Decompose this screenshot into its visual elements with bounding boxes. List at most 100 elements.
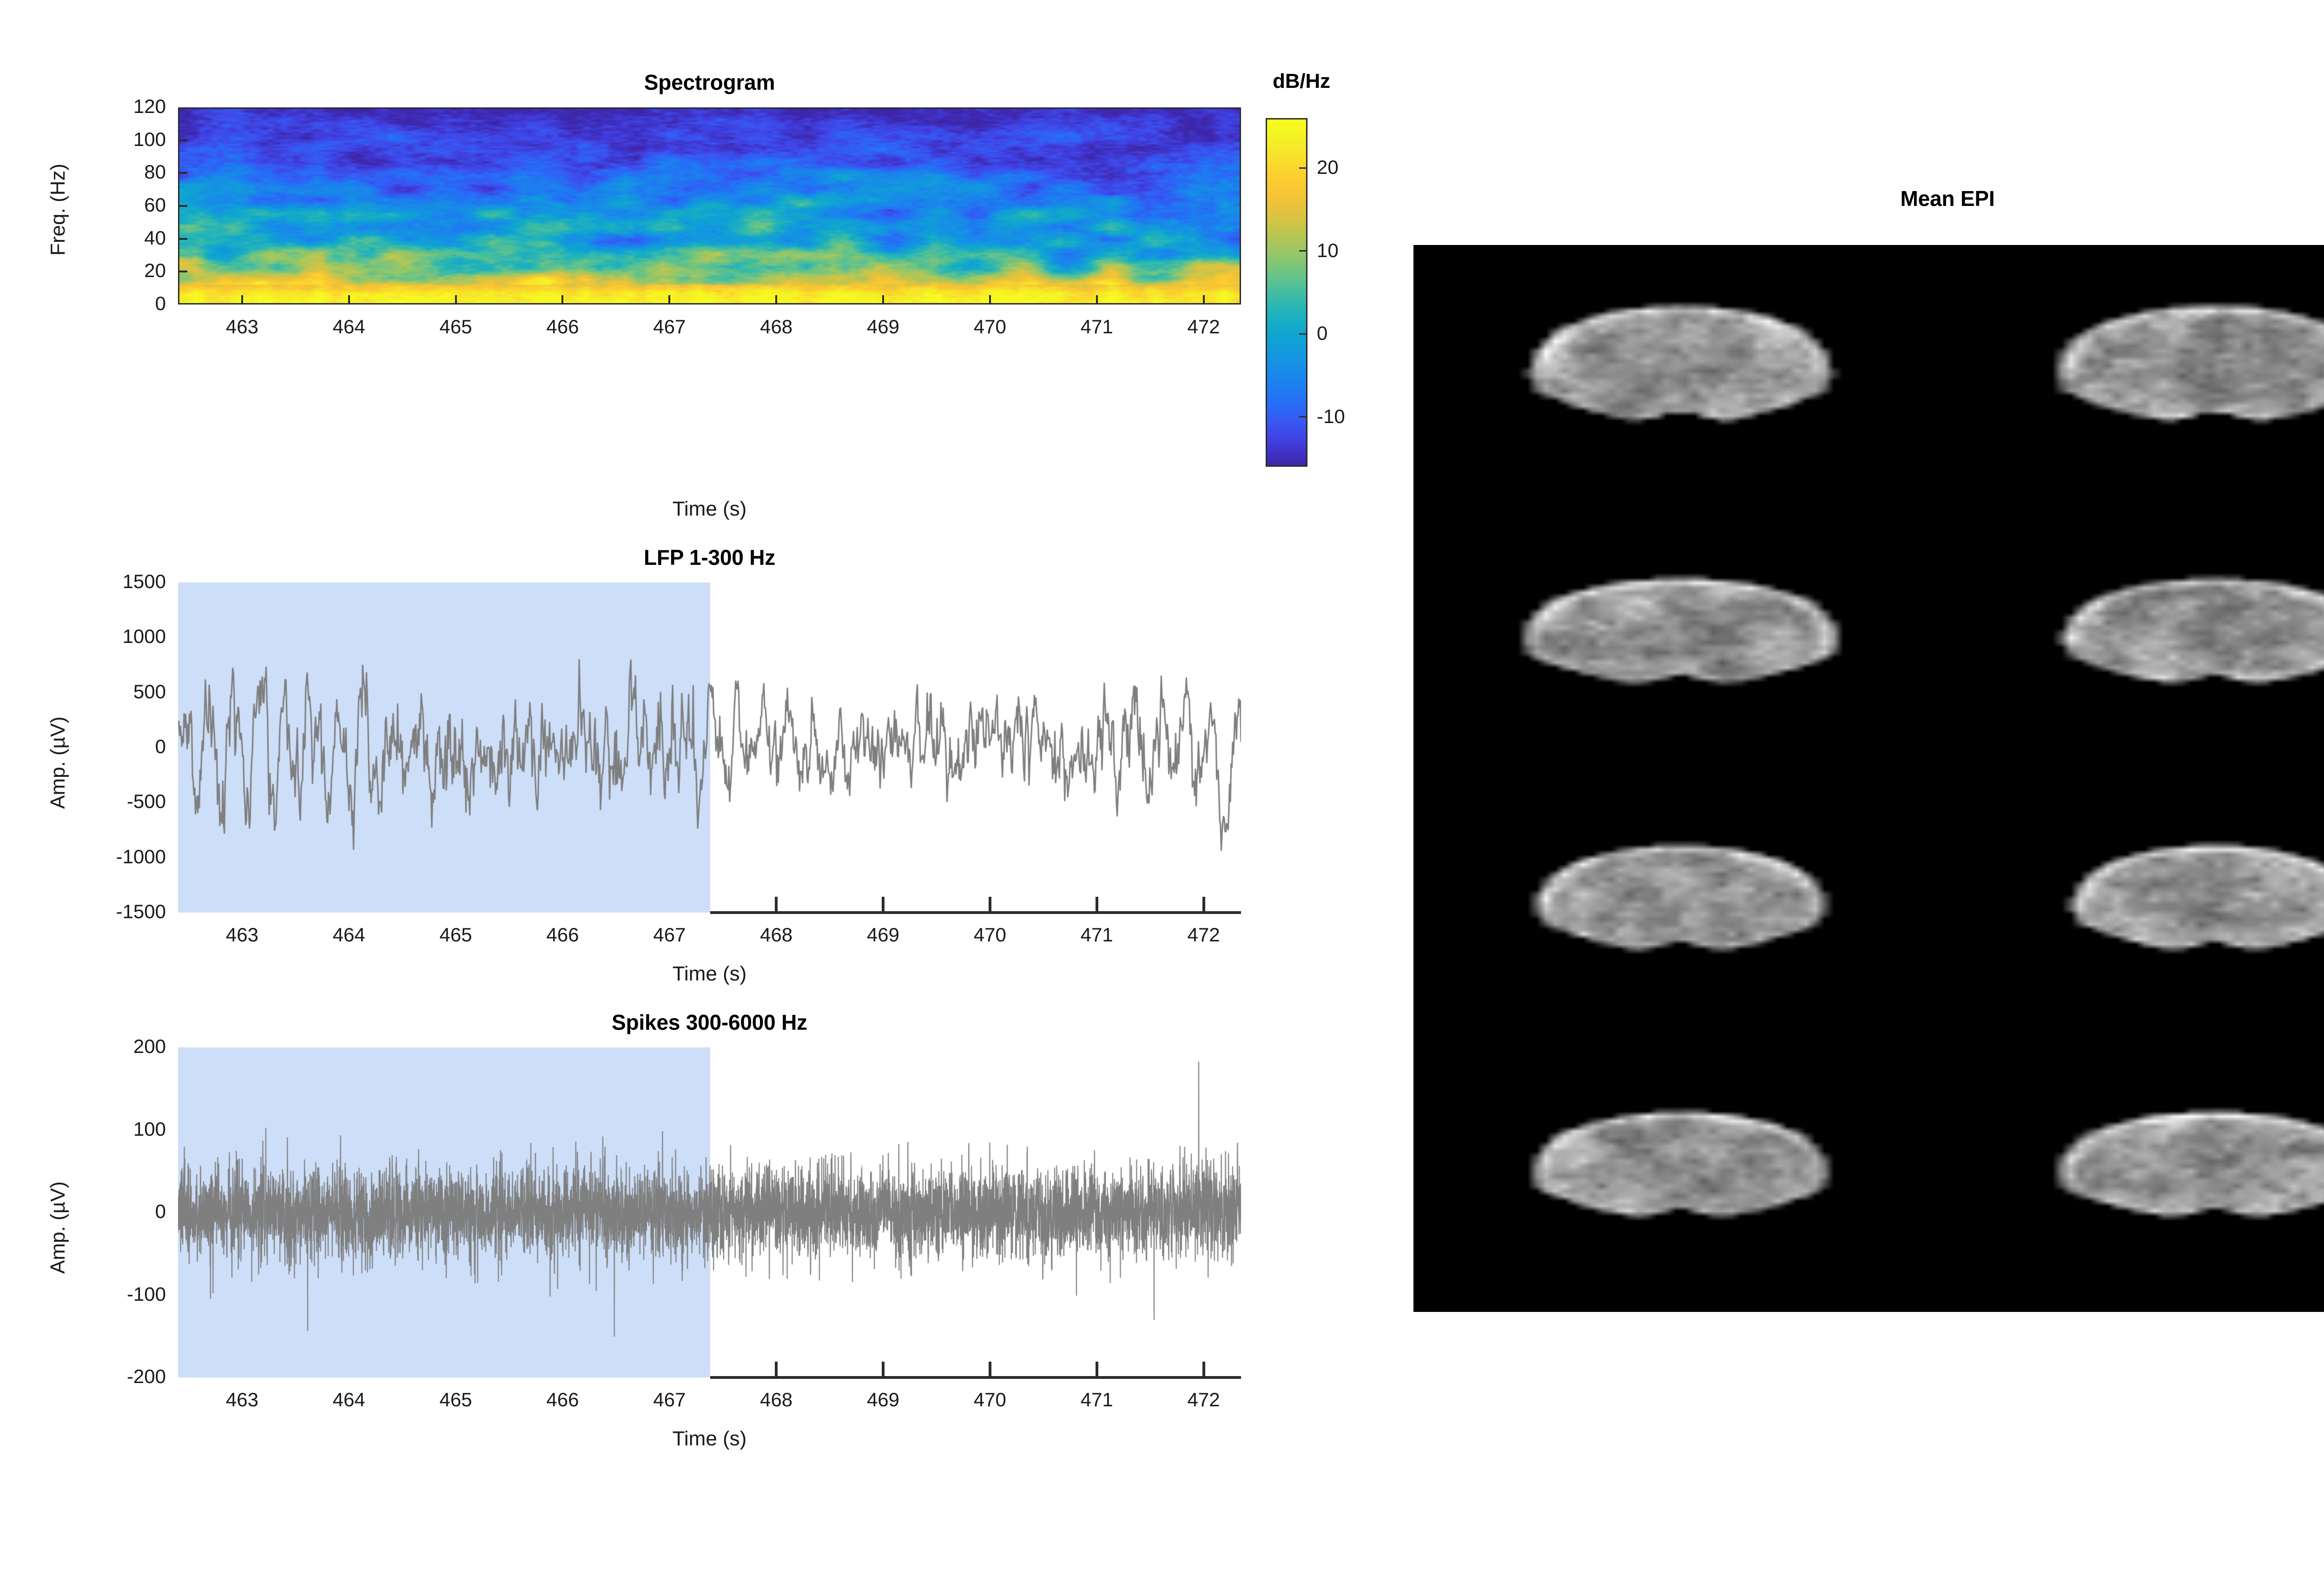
colorbar-tick-mark bbox=[1299, 167, 1307, 169]
spectrogram-y-tick-mark bbox=[178, 205, 187, 207]
spectrogram-x-tick-label: 466 bbox=[546, 316, 579, 338]
spikes-y-tick-label: 0 bbox=[155, 1200, 166, 1222]
spectrogram-image bbox=[179, 109, 1240, 303]
lfp-x-tick-label: 470 bbox=[973, 924, 1006, 946]
spikes-title: Spikes 300-6000 Hz bbox=[612, 1010, 807, 1034]
spectrogram-y-tick-label: 80 bbox=[144, 161, 166, 183]
lfp-x-tick-mark bbox=[775, 897, 778, 914]
spectrogram-y-tick-mark bbox=[178, 139, 187, 141]
spectrogram-plot-area bbox=[178, 107, 1241, 305]
colorbar-tick-mark bbox=[1299, 250, 1307, 252]
spikes-x-tick-label: 468 bbox=[760, 1389, 793, 1410]
lfp-x-tick-label: 464 bbox=[332, 924, 365, 946]
spectrogram-x-tick-mark bbox=[455, 295, 457, 304]
colorbar-label: dB/Hz bbox=[1273, 70, 1330, 93]
spectrogram-x-tick-label: 463 bbox=[225, 316, 258, 338]
spectrogram-y-tick-mark bbox=[178, 172, 187, 174]
spectrogram-x-tick-label: 471 bbox=[1080, 316, 1113, 338]
lfp-x-tick-mark bbox=[1202, 897, 1205, 914]
spikes-x-tick-mark bbox=[882, 1362, 885, 1378]
spectrogram-x-tick-label: 472 bbox=[1187, 316, 1220, 338]
lfp-x-tick-label: 468 bbox=[760, 924, 793, 946]
spectrogram-x-tick-mark bbox=[1202, 295, 1205, 304]
lfp-x-tick-label: 472 bbox=[1187, 924, 1220, 946]
spikes-x-tick-label: 471 bbox=[1080, 1389, 1113, 1410]
lfp-x-tick-label: 467 bbox=[653, 924, 686, 946]
spectrogram-colorbar bbox=[1266, 118, 1307, 467]
spectrogram-x-tick-mark bbox=[561, 295, 564, 304]
spectrogram-y-tick-label: 40 bbox=[144, 226, 166, 249]
lfp-y-tick-label: 500 bbox=[133, 680, 166, 702]
spectrogram-y-tick-mark bbox=[178, 238, 187, 240]
lfp-plot-area bbox=[178, 583, 1241, 913]
spectrogram-x-tick-mark bbox=[1096, 295, 1098, 304]
spikes-x-tick-label: 470 bbox=[973, 1389, 1006, 1410]
spectrogram-x-tick-label: 470 bbox=[973, 316, 1006, 338]
spikes-plot-area bbox=[178, 1047, 1241, 1377]
spikes-x-tick-label: 463 bbox=[225, 1389, 258, 1410]
spikes-ylabel: Amp. (µV) bbox=[46, 1181, 69, 1274]
spectrogram-x-tick-label: 465 bbox=[439, 316, 472, 338]
spikes-trace bbox=[178, 1047, 1241, 1377]
spectrogram-y-tick-label: 100 bbox=[133, 128, 166, 150]
spectrogram-x-tick-mark bbox=[989, 295, 991, 304]
colorbar-tick-label: 20 bbox=[1317, 156, 1339, 179]
spikes-x-tick-mark bbox=[775, 1362, 778, 1378]
spectrogram-x-tick-label: 464 bbox=[332, 316, 365, 338]
lfp-x-tick-mark bbox=[1095, 897, 1098, 914]
lfp-title: LFP 1-300 Hz bbox=[643, 545, 776, 569]
spikes-y-tick-label: -100 bbox=[126, 1283, 166, 1305]
lfp-y-tick-label: -500 bbox=[126, 790, 166, 813]
epi-image-panel bbox=[1413, 245, 2324, 1312]
spectrogram-y-tick-label: 20 bbox=[144, 259, 166, 282]
spikes-y-tick-label: 100 bbox=[133, 1118, 166, 1140]
spikes-y-tick-label: -200 bbox=[126, 1365, 166, 1387]
spikes-x-tick-label: 466 bbox=[546, 1389, 579, 1410]
spikes-x-tick-label: 464 bbox=[332, 1389, 365, 1410]
spectrogram-x-tick-label: 469 bbox=[866, 316, 900, 338]
spectrogram-x-tick-label: 467 bbox=[653, 316, 686, 338]
spectrogram-x-tick-mark bbox=[241, 295, 243, 304]
spectrogram-x-tick-label: 468 bbox=[760, 316, 793, 338]
spectrogram-y-tick-label: 0 bbox=[155, 292, 166, 314]
spectrogram-x-tick-mark bbox=[668, 295, 671, 304]
spectrogram-y-tick-mark bbox=[178, 271, 187, 273]
epi-title: Mean EPI bbox=[1900, 186, 1995, 211]
epi-mosaic bbox=[1413, 245, 2324, 1312]
lfp-x-tick-label: 469 bbox=[866, 924, 900, 946]
spectrogram-y-tick-label: 60 bbox=[144, 194, 166, 216]
spikes-x-tick-mark bbox=[988, 1362, 991, 1378]
spikes-xlabel: Time (s) bbox=[672, 1427, 747, 1450]
spectrogram-x-tick-mark bbox=[882, 295, 884, 304]
lfp-x-tick-mark bbox=[988, 897, 991, 914]
spikes-y-tick-label: 200 bbox=[133, 1035, 166, 1057]
lfp-y-tick-label: 0 bbox=[155, 735, 166, 757]
spectrogram-x-tick-mark bbox=[348, 295, 350, 304]
colorbar-tick-mark bbox=[1299, 333, 1307, 335]
spikes-x-tick-mark bbox=[1095, 1362, 1098, 1378]
spectrogram-y-tick-label: 120 bbox=[133, 95, 166, 117]
spectrogram-x-tick-mark bbox=[775, 295, 778, 304]
lfp-y-tick-label: -1000 bbox=[116, 845, 166, 867]
lfp-trace bbox=[178, 583, 1241, 913]
spectrogram-xlabel: Time (s) bbox=[672, 497, 747, 520]
colorbar-tick-label: 10 bbox=[1317, 239, 1339, 261]
lfp-x-tick-label: 463 bbox=[225, 924, 258, 946]
lfp-x-tick-label: 466 bbox=[546, 924, 579, 946]
lfp-y-tick-label: -1500 bbox=[116, 900, 166, 922]
spikes-x-tick-label: 467 bbox=[653, 1389, 686, 1410]
colorbar-tick-label: 0 bbox=[1317, 322, 1328, 344]
lfp-y-tick-label: 1000 bbox=[122, 625, 166, 648]
spikes-x-tick-label: 469 bbox=[866, 1389, 900, 1410]
lfp-x-axis-line bbox=[710, 911, 1241, 914]
lfp-xlabel: Time (s) bbox=[672, 962, 747, 985]
spikes-x-axis-line bbox=[710, 1376, 1241, 1379]
colorbar-tick-label: -10 bbox=[1317, 405, 1345, 427]
spikes-x-tick-mark bbox=[1202, 1362, 1205, 1378]
spectrogram-title: Spectrogram bbox=[644, 70, 775, 94]
lfp-x-tick-label: 465 bbox=[439, 924, 472, 946]
colorbar-tick-mark bbox=[1299, 416, 1307, 418]
spikes-x-tick-label: 465 bbox=[439, 1389, 472, 1410]
lfp-y-tick-label: 1500 bbox=[122, 570, 166, 592]
lfp-x-tick-label: 471 bbox=[1080, 924, 1113, 946]
